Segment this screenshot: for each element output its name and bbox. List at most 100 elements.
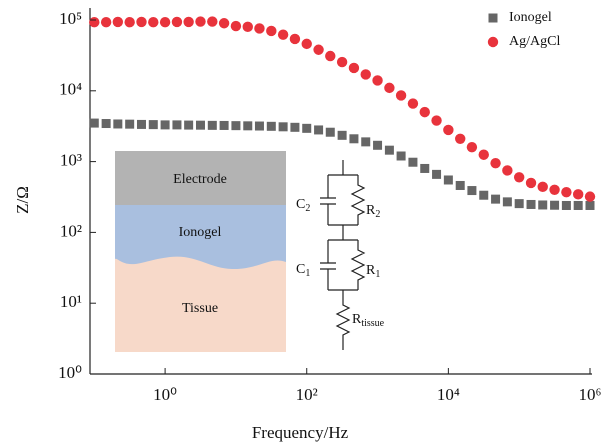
y-axis-label: Z/Ω — [13, 186, 32, 214]
data-point — [159, 17, 171, 28]
legend-marker — [487, 36, 499, 48]
data-point — [502, 165, 513, 176]
legend-label: Ionogel — [509, 10, 552, 25]
data-point — [254, 121, 264, 131]
data-point — [89, 17, 100, 28]
data-point — [584, 191, 596, 202]
data-point — [561, 186, 572, 198]
data-point — [266, 121, 276, 131]
y-tick-label: 10⁰ — [58, 363, 82, 382]
data-point — [537, 181, 548, 193]
data-point — [195, 16, 206, 27]
data-point — [172, 120, 182, 130]
data-point — [513, 172, 525, 183]
plot-area — [89, 16, 596, 210]
data-point — [466, 141, 478, 153]
data-point — [478, 149, 489, 160]
data-point — [242, 21, 253, 33]
data-point — [336, 56, 348, 68]
data-point — [550, 200, 560, 210]
y-tick-label: 10³ — [60, 151, 82, 170]
data-point — [395, 90, 407, 101]
data-point — [219, 120, 229, 130]
circuit — [320, 160, 366, 350]
data-point — [443, 124, 454, 136]
data-point — [136, 16, 147, 28]
data-point — [572, 189, 584, 200]
data-point — [313, 44, 324, 55]
data-point — [561, 200, 571, 210]
circuit-label: C2 — [296, 197, 310, 214]
y-tick-label: 10⁵ — [59, 9, 82, 28]
data-point — [218, 18, 230, 29]
data-point — [431, 115, 442, 126]
data-point — [243, 121, 253, 131]
data-point — [502, 197, 512, 207]
data-point — [455, 180, 465, 190]
data-point — [184, 120, 194, 130]
circuit-label: C1 — [296, 262, 310, 279]
data-point — [361, 137, 371, 147]
data-point — [526, 199, 536, 209]
data-point — [195, 120, 205, 130]
data-point — [207, 120, 217, 130]
legend-label: Ag/AgCl — [509, 34, 560, 49]
data-point — [373, 140, 383, 150]
data-point — [230, 20, 242, 32]
data-point — [101, 119, 111, 129]
data-point — [490, 157, 501, 169]
data-point — [136, 119, 146, 129]
data-point — [549, 184, 560, 195]
x-tick-label: 10⁰ — [153, 385, 177, 404]
data-point — [207, 16, 218, 27]
data-point — [525, 177, 537, 189]
data-point — [314, 125, 324, 135]
ionogel-layer — [115, 205, 286, 270]
data-point — [266, 25, 277, 37]
data-point — [160, 120, 170, 130]
data-point — [113, 119, 123, 129]
data-point — [254, 23, 265, 34]
layer-label: Ionogel — [179, 225, 222, 240]
data-point — [325, 127, 335, 137]
data-point — [360, 69, 371, 80]
data-point — [348, 62, 360, 74]
electrode-layer — [115, 151, 286, 205]
data-point — [384, 82, 395, 94]
data-point — [148, 17, 159, 28]
data-point — [491, 194, 501, 204]
data-point — [432, 169, 442, 179]
data-point — [183, 16, 194, 28]
data-point — [419, 106, 430, 118]
data-point — [112, 16, 124, 28]
layer-label: Tissue — [182, 301, 218, 316]
data-point — [479, 190, 489, 200]
data-point — [277, 29, 289, 40]
inset: Electrode Ionogel Tissue C2 R2 C1 R1 Rti… — [115, 151, 385, 352]
y-tick-label: 10² — [60, 221, 82, 240]
data-point — [538, 200, 548, 210]
data-point — [278, 122, 288, 132]
circuit-label: R1 — [366, 263, 380, 280]
legend-marker — [488, 13, 498, 23]
x-tick-label: 10⁴ — [437, 385, 460, 404]
y-tick-label: 10¹ — [60, 292, 82, 311]
data-point — [420, 163, 430, 173]
data-point — [372, 75, 383, 86]
circuit-label: Rtissue — [352, 312, 385, 329]
x-tick-label: 10² — [296, 385, 318, 404]
data-point — [514, 199, 524, 209]
x-axis-label: Frequency/Hz — [252, 423, 349, 442]
x-tick-label: 10⁶ — [579, 385, 602, 404]
data-point — [290, 122, 300, 132]
data-point — [148, 120, 158, 130]
data-point — [349, 134, 359, 144]
data-point — [443, 175, 453, 185]
data-point — [467, 186, 477, 196]
data-point — [573, 200, 583, 210]
y-tick-label: 10⁴ — [59, 80, 82, 99]
data-point — [89, 118, 99, 128]
data-point — [384, 145, 394, 155]
